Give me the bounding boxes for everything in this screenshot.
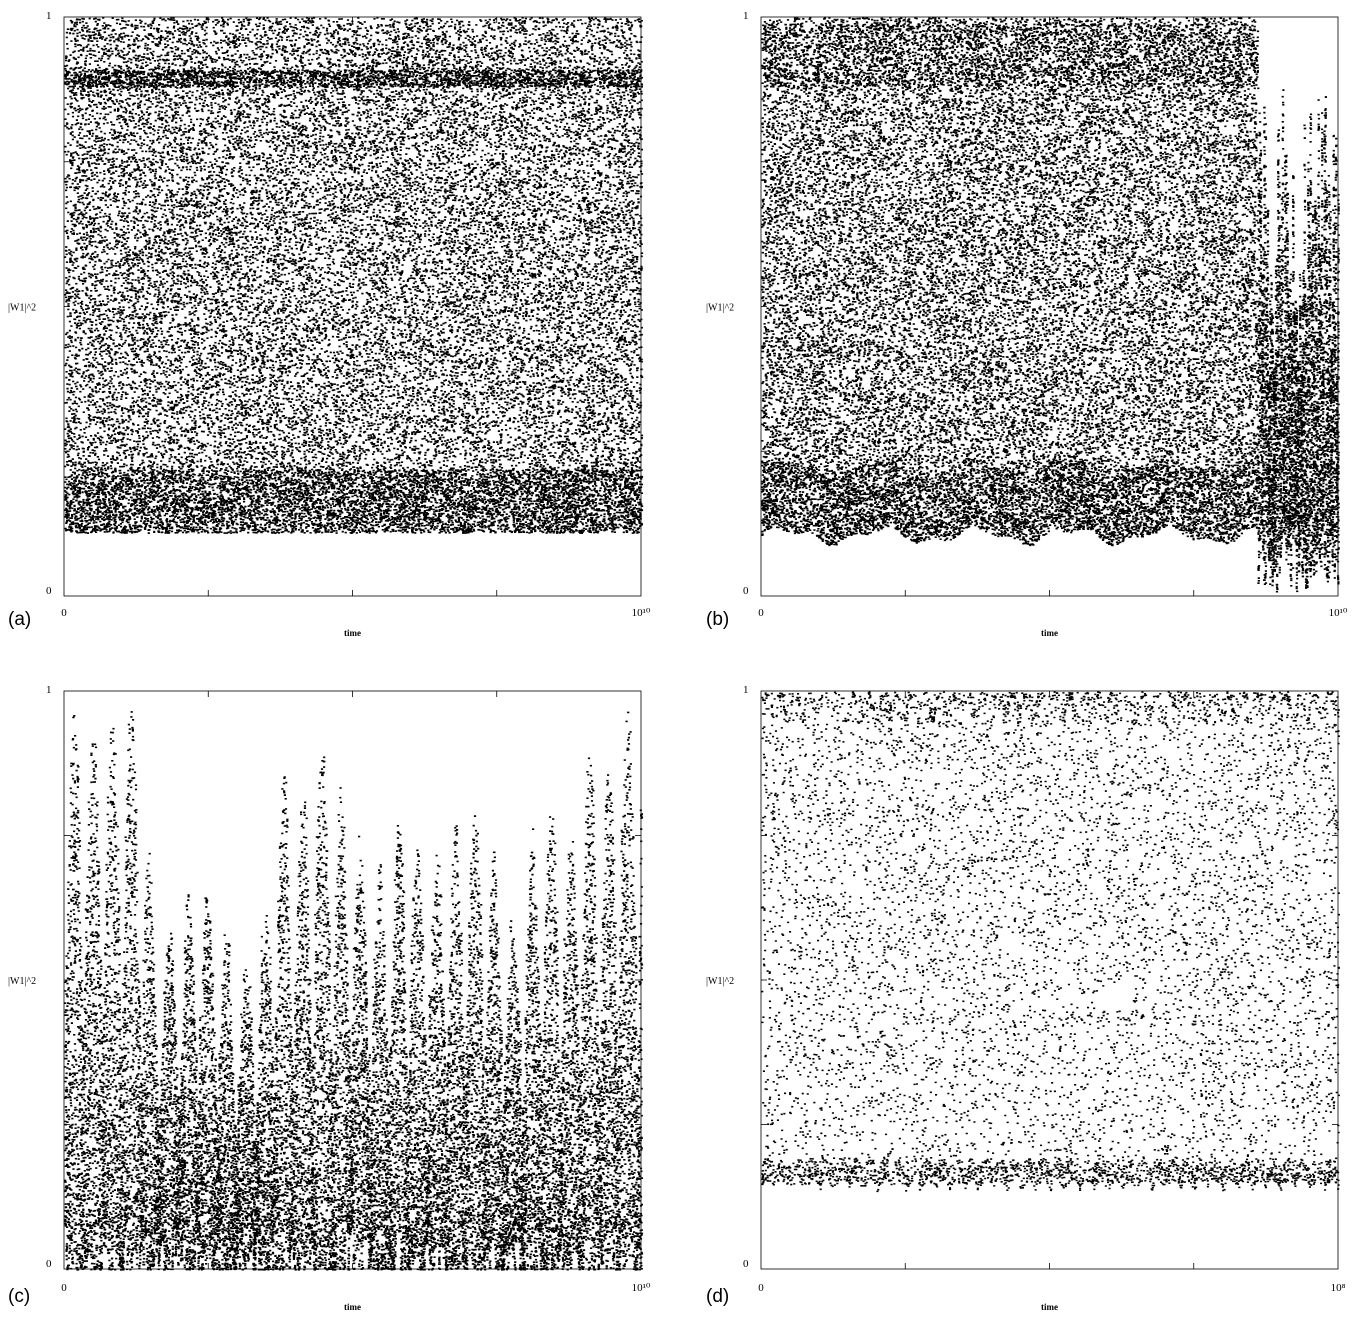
scatter-points (63, 17, 644, 534)
x-axis-label: time (344, 1302, 361, 1312)
y-axis-label: |W1|^2 (706, 976, 734, 987)
y-tick-label: 1 (46, 10, 52, 22)
y-axis-label: |W1|^2 (8, 303, 36, 314)
x-tick-label: 10⁸ (1331, 1282, 1346, 1294)
chart-panel-a: 1 00 10¹⁰ |W1|^2 time (a) (8, 10, 651, 638)
x-axis-label: time (344, 628, 361, 638)
y-axis-label: |W1|^2 (706, 303, 734, 314)
panel-label: (d) (706, 1286, 729, 1307)
scatter-points (63, 711, 644, 1271)
data-series (63, 711, 644, 1271)
x-tick-label: 10¹⁰ (632, 607, 651, 619)
x-tick-label: 10¹⁰ (632, 1282, 651, 1294)
x-tick-label: 0 (758, 1282, 764, 1294)
x-axis-label: time (1041, 628, 1058, 638)
scatter-points (761, 17, 1340, 593)
x-tick-label: 10¹⁰ (1329, 607, 1348, 619)
panel-label: (b) (706, 609, 729, 630)
y-tick-label: 0 (743, 585, 749, 597)
y-axis-label: |W1|^2 (8, 976, 36, 987)
y-tick-label: 1 (46, 684, 52, 696)
chart-panel-d: 1 00 10⁸ |W1|^2 time (d) (706, 684, 1346, 1312)
chart-panel-c: 1 00 10¹⁰ |W1|^2 time (c) (8, 684, 651, 1312)
data-series (761, 17, 1340, 593)
y-tick-label: 0 (743, 1258, 749, 1270)
x-axis-label: time (1041, 1302, 1058, 1312)
chart-panel-b: 1 00 10¹⁰ |W1|^2 time (b) (706, 10, 1348, 638)
panel-label: (a) (8, 609, 31, 630)
data-series (63, 17, 644, 534)
panel-label: (c) (8, 1286, 30, 1307)
x-tick-label: 0 (758, 607, 764, 619)
y-tick-label: 0 (46, 585, 52, 597)
plot-frame (760, 690, 1339, 1270)
scatter-points (761, 691, 1340, 1193)
y-tick-label: 1 (743, 684, 749, 696)
y-tick-label: 1 (743, 10, 749, 22)
x-tick-label: 0 (61, 1282, 67, 1294)
y-tick-label: 0 (46, 1258, 52, 1270)
x-tick-label: 0 (61, 607, 67, 619)
data-series (761, 691, 1340, 1193)
